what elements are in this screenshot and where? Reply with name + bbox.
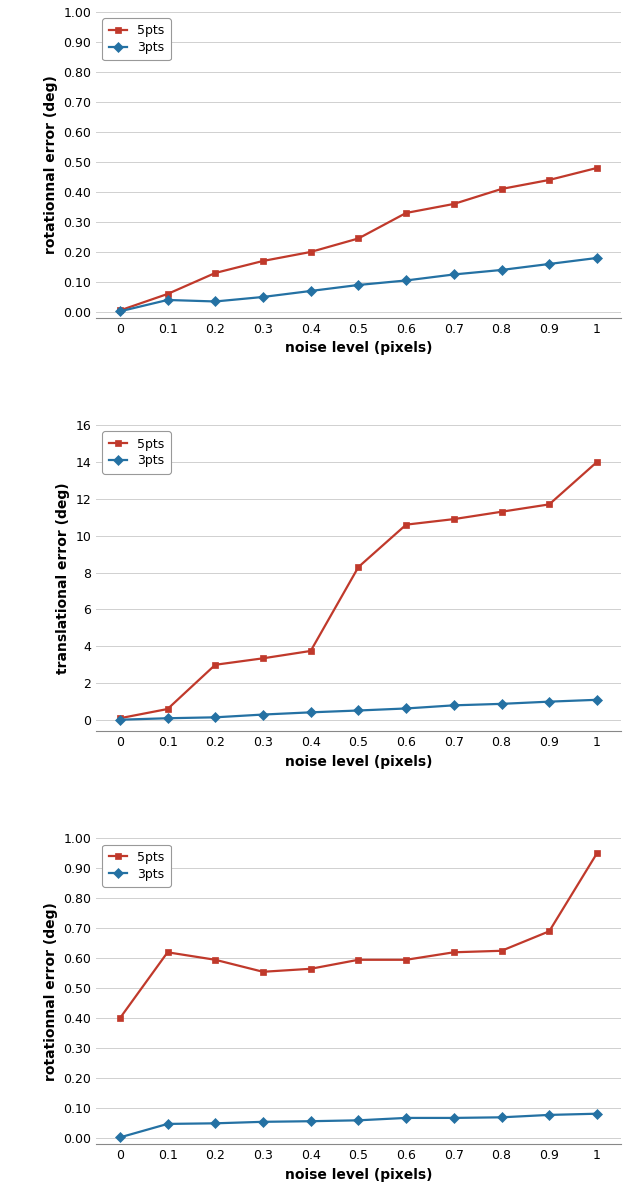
3pts [593, 1106, 601, 1120]
3pts [355, 1113, 362, 1128]
5pts [593, 161, 601, 175]
3pts [403, 701, 410, 715]
3pts [259, 1115, 267, 1129]
3pts [450, 1111, 458, 1125]
5pts [116, 712, 124, 726]
5pts [450, 513, 458, 527]
Line: 5pts: 5pts [116, 850, 600, 1022]
5pts [545, 924, 553, 938]
Y-axis label: translational error (deg): translational error (deg) [56, 483, 70, 673]
3pts [211, 710, 219, 725]
5pts [545, 173, 553, 187]
5pts [450, 945, 458, 960]
5pts [403, 517, 410, 532]
5pts [498, 182, 506, 197]
3pts [164, 712, 172, 726]
3pts [259, 707, 267, 721]
3pts [403, 1111, 410, 1125]
3pts [593, 250, 601, 265]
5pts [307, 644, 314, 658]
5pts [116, 1011, 124, 1025]
5pts [355, 231, 362, 246]
5pts [403, 952, 410, 967]
3pts [259, 290, 267, 304]
3pts [116, 304, 124, 318]
3pts [545, 1107, 553, 1122]
3pts [307, 706, 314, 720]
5pts [211, 952, 219, 967]
3pts [211, 1116, 219, 1130]
3pts [593, 693, 601, 707]
3pts [164, 293, 172, 308]
3pts [116, 713, 124, 727]
3pts [307, 1115, 314, 1129]
5pts [498, 504, 506, 519]
3pts [355, 278, 362, 292]
Line: 3pts: 3pts [116, 1110, 600, 1141]
5pts [498, 944, 506, 958]
5pts [211, 266, 219, 280]
Line: 3pts: 3pts [116, 254, 600, 315]
X-axis label: noise level (pixels): noise level (pixels) [285, 1168, 432, 1181]
3pts [498, 696, 506, 710]
Line: 5pts: 5pts [116, 459, 600, 721]
5pts [307, 962, 314, 976]
3pts [545, 256, 553, 271]
X-axis label: noise level (pixels): noise level (pixels) [285, 755, 432, 769]
Y-axis label: rotationnal error (deg): rotationnal error (deg) [44, 75, 58, 254]
Line: 3pts: 3pts [116, 696, 600, 724]
3pts [498, 262, 506, 277]
5pts [164, 945, 172, 960]
5pts [211, 658, 219, 672]
Y-axis label: rotationnal error (deg): rotationnal error (deg) [44, 902, 58, 1081]
5pts [259, 651, 267, 665]
5pts [450, 197, 458, 211]
Legend: 5pts, 3pts: 5pts, 3pts [102, 844, 171, 887]
5pts [164, 287, 172, 302]
5pts [259, 254, 267, 268]
3pts [498, 1110, 506, 1124]
Legend: 5pts, 3pts: 5pts, 3pts [102, 432, 171, 473]
3pts [450, 267, 458, 281]
5pts [307, 244, 314, 259]
3pts [403, 273, 410, 287]
Legend: 5pts, 3pts: 5pts, 3pts [102, 18, 171, 61]
5pts [593, 846, 601, 861]
3pts [116, 1130, 124, 1144]
3pts [164, 1117, 172, 1131]
5pts [403, 206, 410, 221]
3pts [545, 695, 553, 709]
5pts [355, 952, 362, 967]
3pts [211, 294, 219, 309]
5pts [116, 303, 124, 317]
5pts [164, 702, 172, 716]
X-axis label: noise level (pixels): noise level (pixels) [285, 341, 432, 355]
3pts [450, 699, 458, 713]
3pts [307, 284, 314, 298]
5pts [593, 455, 601, 470]
5pts [545, 497, 553, 511]
Line: 5pts: 5pts [116, 164, 600, 313]
5pts [355, 560, 362, 575]
3pts [355, 703, 362, 718]
5pts [259, 964, 267, 979]
